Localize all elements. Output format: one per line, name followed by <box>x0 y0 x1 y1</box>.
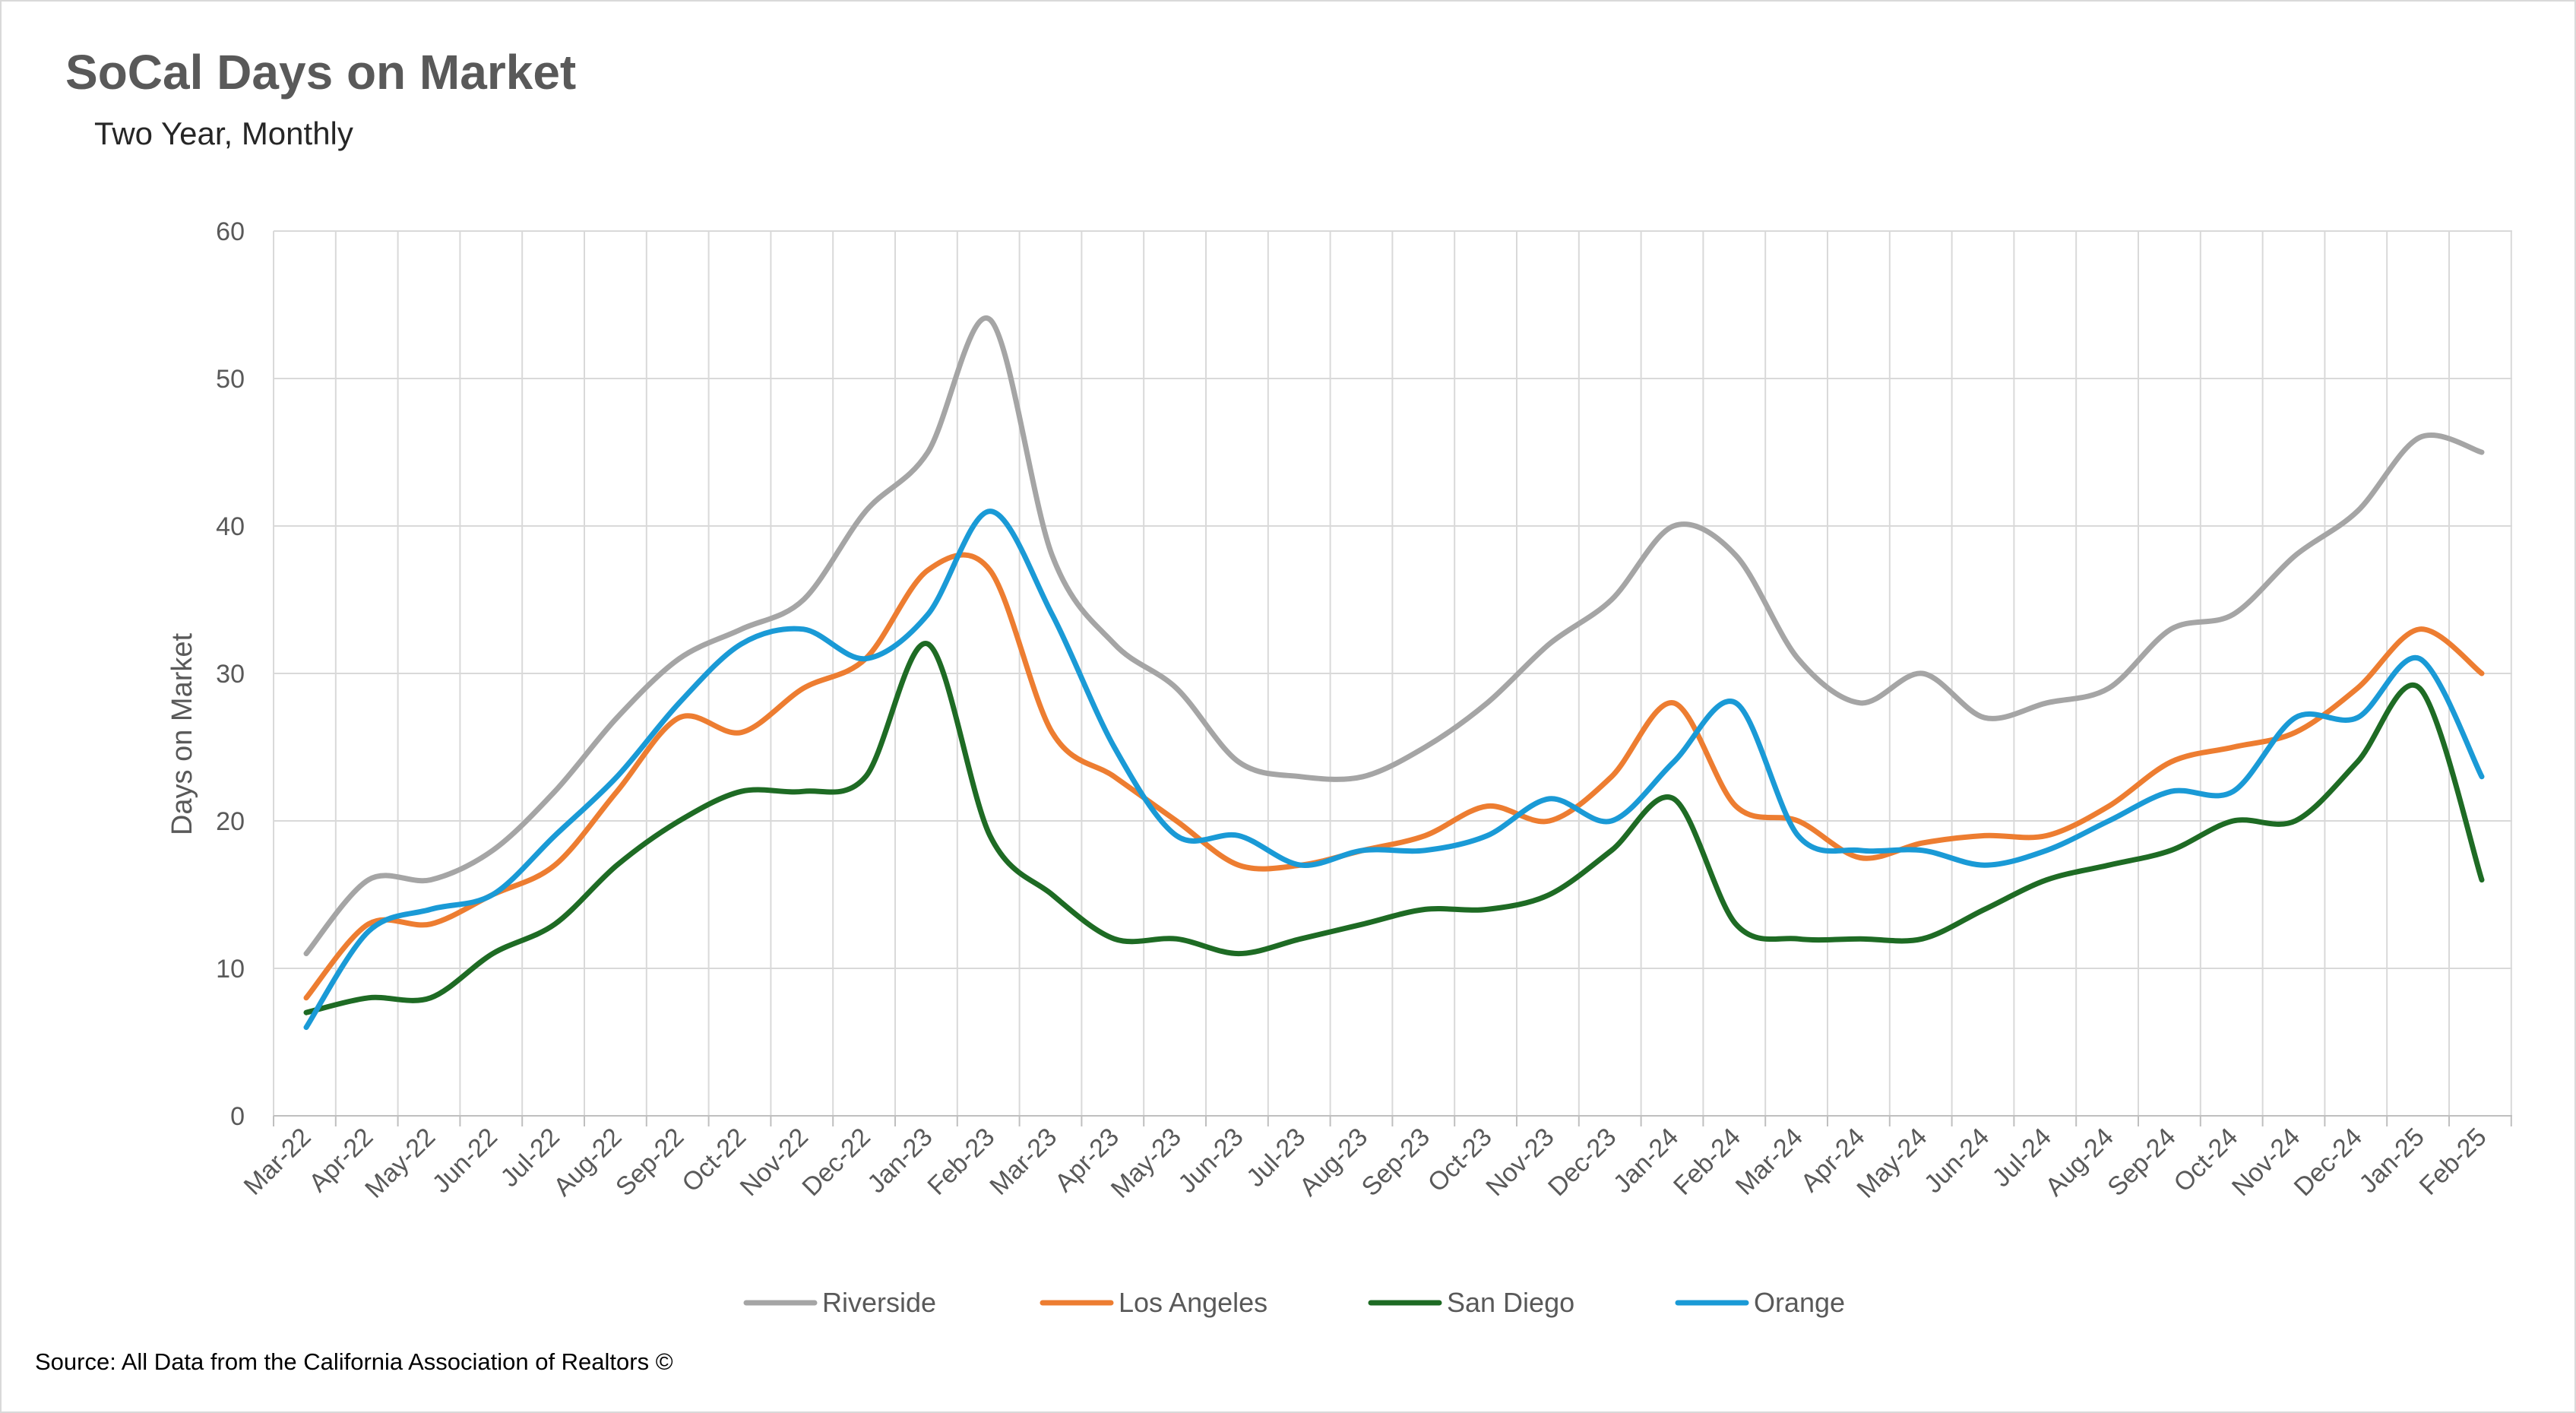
y-axis-label: Days on Market <box>166 633 198 836</box>
legend: Riverside Los Angeles San Diego Orange <box>743 1287 1845 1318</box>
x-tick-label: Dec-23 <box>1543 1123 1622 1202</box>
x-tick-label: Sep-24 <box>2102 1123 2181 1202</box>
x-tick-labels: Mar-22Apr-22May-22Jun-22Jul-22Aug-22Sep-… <box>239 1123 2492 1204</box>
series-line-los-angeles <box>303 552 2485 1001</box>
axes <box>273 1115 2512 1126</box>
x-tick-label: Aug-24 <box>2040 1123 2119 1202</box>
y-tick-label: 60 <box>216 217 245 246</box>
series-lines <box>303 315 2485 1031</box>
x-tick-label: Jun-22 <box>427 1123 503 1199</box>
series-line-orange <box>303 508 2485 1031</box>
x-tick-label: Sep-22 <box>610 1123 689 1202</box>
y-tick-label: 0 <box>230 1102 245 1131</box>
x-tick-label: Nov-24 <box>2226 1123 2305 1202</box>
x-tick-label: Feb-25 <box>2414 1123 2492 1201</box>
x-tick-label: Dec-22 <box>796 1123 875 1202</box>
source-note: Source: All Data from the California Ass… <box>35 1348 673 1375</box>
y-tick-label: 40 <box>216 512 245 541</box>
chart-title: SoCal Days on Market <box>65 45 577 100</box>
x-tick-label: Mar-23 <box>984 1123 1062 1201</box>
x-tick-label: Sep-23 <box>1356 1123 1435 1202</box>
x-tick-label: Nov-23 <box>1480 1123 1559 1202</box>
series-line-riverside <box>303 315 2485 957</box>
y-tick-label: 30 <box>216 660 245 689</box>
legend-label-san-diego: San Diego <box>1447 1287 1574 1318</box>
x-tick-label: Mar-24 <box>1730 1123 1809 1201</box>
x-tick-label: Feb-23 <box>922 1123 1000 1201</box>
x-tick-label: Feb-24 <box>1668 1123 1746 1201</box>
y-tick-label: 20 <box>216 807 245 836</box>
y-tick-labels: 0 10 20 30 40 50 60 <box>216 217 245 1131</box>
x-tick-label: Mar-22 <box>239 1123 317 1201</box>
legend-label-los-angeles: Los Angeles <box>1119 1287 1267 1318</box>
legend-label-riverside: Riverside <box>822 1287 936 1318</box>
y-tick-label: 10 <box>216 955 245 984</box>
x-tick-label: Nov-22 <box>735 1123 814 1202</box>
y-tick-label: 50 <box>216 365 245 394</box>
legend-label-orange: Orange <box>1754 1287 1845 1318</box>
x-tick-label: Jan-23 <box>862 1123 938 1199</box>
x-tick-label: Aug-23 <box>1294 1123 1373 1202</box>
x-tick-label: Jan-24 <box>1608 1123 1684 1199</box>
x-tick-label: Aug-22 <box>548 1123 627 1202</box>
x-tick-label: May-24 <box>1851 1123 1932 1204</box>
gridlines <box>273 230 2512 1116</box>
chart-subtitle: Two Year, Monthly <box>94 116 353 151</box>
series-line-san-diego <box>303 641 2485 1015</box>
x-tick-label: May-22 <box>359 1123 441 1204</box>
x-tick-label: May-23 <box>1106 1123 1187 1204</box>
x-tick-label: Jun-23 <box>1172 1123 1248 1199</box>
x-tick-label: Jan-25 <box>2353 1123 2429 1199</box>
x-tick-label: Dec-24 <box>2289 1123 2368 1202</box>
x-tick-label: Jun-24 <box>1919 1123 1995 1199</box>
